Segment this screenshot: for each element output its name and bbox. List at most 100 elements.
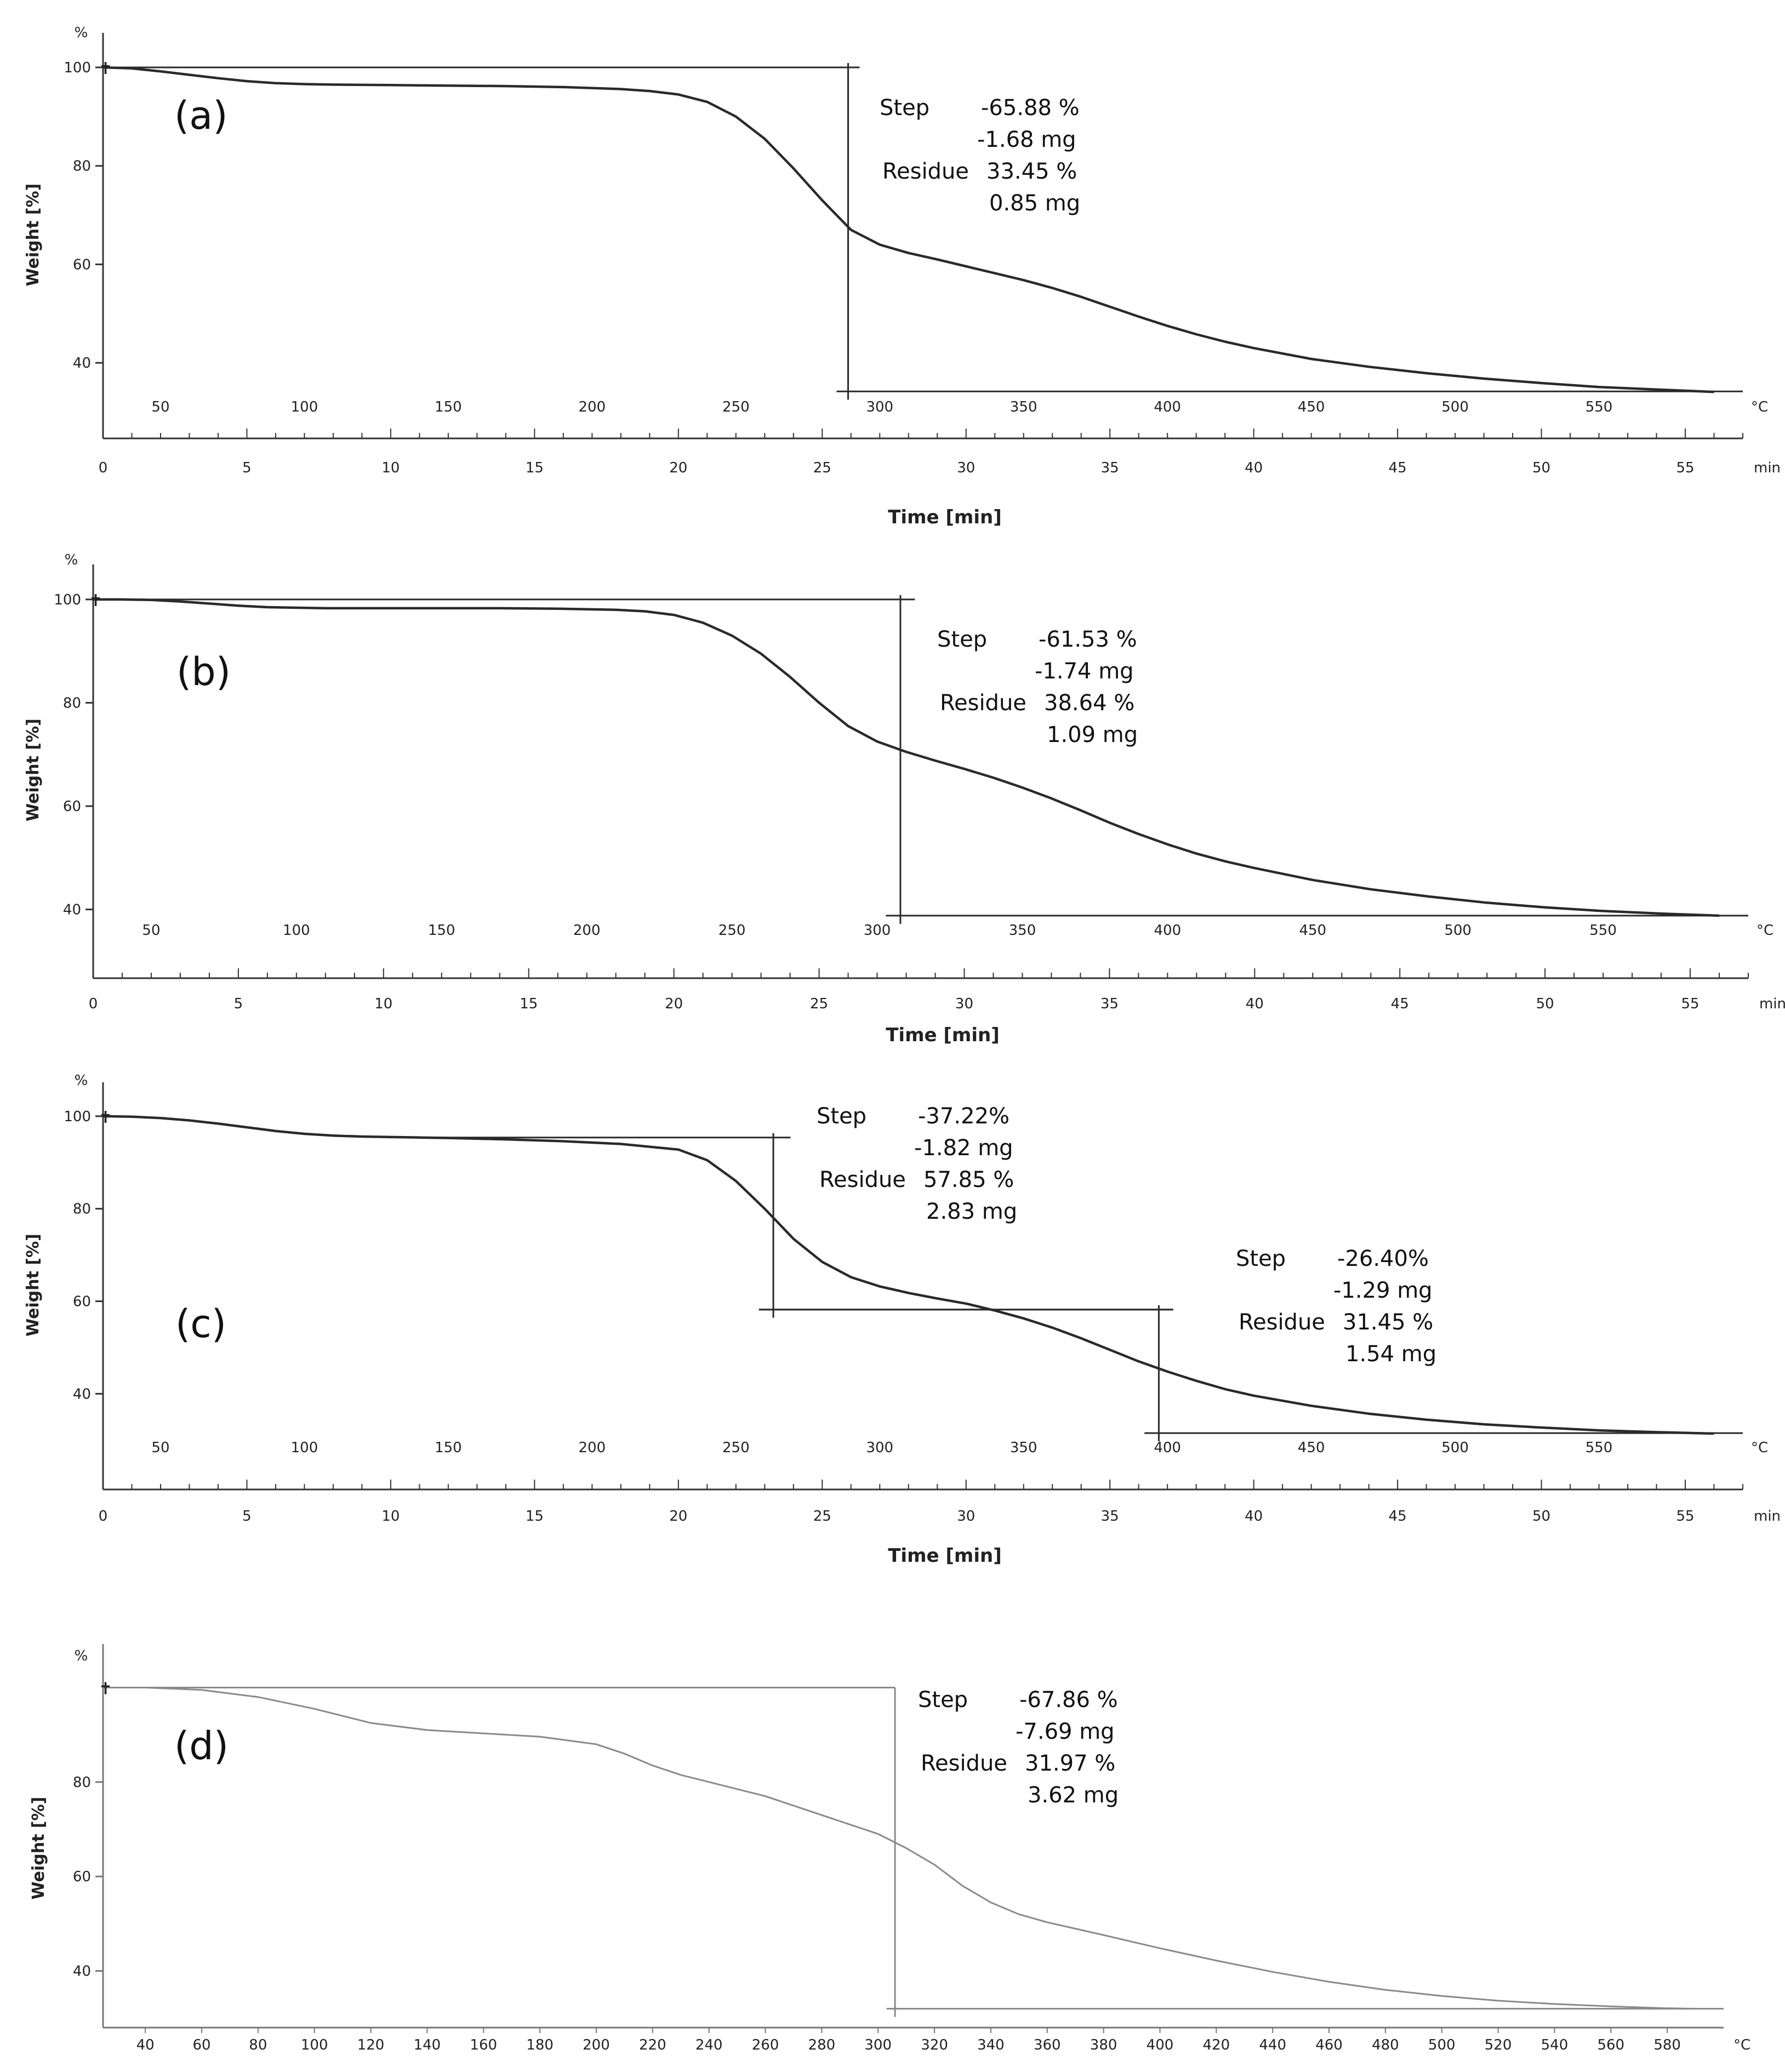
temperature-tick-label: 150 [435,399,462,415]
temperature-tick-label: 100 [291,1440,318,1456]
y-tick-label: 40 [63,902,81,918]
tga-panel-b: 40 60 80 100% Weight [%] 0 5 10 15 20 25 30 35 40 45 50… [0,526,1785,1047]
x-tick-label: 180 [526,2037,554,2053]
x-tick-label: 10 [381,1508,400,1525]
y-tick-label: 40 [73,355,91,372]
temperature-tick-label: 200 [579,1440,606,1456]
x-axis-title: Time [min] [888,1545,1002,1567]
x-tick-label: 5 [242,460,252,476]
y-axis-title: Weight [%] [24,718,43,821]
y-tick-label: 100 [64,60,91,76]
y-tick-label: 80 [73,1201,91,1218]
x-tick-label: 30 [957,1508,975,1525]
step-mass: -1.74 mg [1035,659,1134,684]
x-tick-label: 420 [1203,2037,1230,2053]
residue-percent: 33.45 % [986,159,1077,184]
residue-percent: 31.97 % [1025,1751,1115,1776]
temperature-tick-label: 500 [1441,1440,1469,1456]
temperature-tick-label: 350 [1010,1440,1037,1456]
temperature-tick-label: 450 [1299,922,1326,939]
y-unit-label: % [75,1648,88,1664]
y-unit-label: % [75,25,88,41]
step-mass: -7.69 mg [1016,1719,1115,1744]
temperature-tick-label: 250 [722,1440,750,1456]
tga-chart-d: 40 60 80% Weight [%] 40 60 80 100 120 140 160 180 20… [29,1644,1750,2053]
x-tick-label: 5 [234,996,243,1012]
y-tick-label: 100 [54,592,81,608]
x-axis-title: Time [min] [886,1024,1000,1046]
x-tick-label: 50 [1536,996,1554,1012]
residue-percent: 38.64 % [1044,690,1134,716]
residue-mass: 0.85 mg [989,191,1080,216]
temperature-tick-label: 450 [1298,1440,1325,1456]
x-tick-label: 5 [242,1508,252,1525]
x-tick-label: 10 [381,460,400,476]
y-tick-label: 40 [73,1963,91,1980]
x-unit-label: min [1754,460,1781,476]
temperature-tick-label: 450 [1298,399,1325,415]
x-tick-label: 160 [470,2037,497,2053]
x-tick-label: 25 [813,460,831,476]
y-tick-label: 80 [73,1774,91,1791]
temperature-tick-label: 250 [718,922,746,939]
x-tick-label: 0 [99,1508,108,1525]
tga-panel-c: 40 60 80 100% Weight [%] 0 5 10 15 20 25 30 35 40 45 50… [0,1047,1785,1567]
residue-label: Residue [921,1751,1007,1776]
y-tick-label: 80 [63,695,81,711]
y-tick-label: 40 [73,1386,91,1402]
temperature-tick-label: 200 [579,399,606,415]
step-percent: -37.22% [918,1104,1010,1129]
temperature-unit-label: °C [1757,922,1773,939]
panel-label: (a) [174,93,228,138]
x-tick-label: 40 [136,2037,155,2053]
panel-label: (c) [175,1302,226,1346]
y-tick-label: 60 [73,1869,91,1885]
x-tick-label: 80 [249,2037,267,2053]
x-tick-label: 25 [810,996,828,1012]
residue-label: Residue [819,1167,906,1192]
step-percent: -61.53 % [1039,627,1137,652]
temperature-tick-label: 300 [866,399,893,415]
x-tick-label: 540 [1541,2037,1569,2053]
temperature-tick-label: 300 [866,1440,893,1456]
x-tick-label: 240 [695,2037,723,2053]
panel-label: (d) [174,1723,229,1768]
temperature-tick-label: 350 [1009,922,1036,939]
temperature-tick-label: 400 [1154,1440,1181,1456]
tga-weight-curve [102,1115,1714,1435]
x-tick-label: 45 [1389,460,1407,476]
y-tick-label: 100 [64,1109,91,1125]
x-tick-label: 55 [1681,996,1699,1012]
tga-chart-c: 40 60 80 100% Weight [%] 0 5 10 15 20 25 30 35 40 45 50… [24,1072,1781,1567]
x-tick-label: 460 [1315,2037,1343,2053]
x-tick-label: 15 [520,996,538,1012]
x-tick-label: 560 [1597,2037,1624,2053]
residue-label: Residue [940,690,1026,716]
panel-label: (b) [176,649,231,694]
x-tick-label: 340 [977,2037,1005,2053]
x-unit-label: min [1759,996,1785,1012]
x-tick-label: 50 [1532,460,1550,476]
x-tick-label: 120 [357,2037,385,2053]
x-tick-label: 15 [526,1508,544,1525]
step-label: Step [880,95,929,121]
temperature-tick-label: 400 [1154,399,1181,415]
y-tick-label: 60 [73,256,91,273]
x-axis-title: Time [min] [888,506,1002,526]
step-label: Step [1236,1246,1286,1271]
temperature-tick-label: 200 [573,922,601,939]
x-tick-label: 260 [752,2037,779,2053]
temperature-unit-label: °C [1751,1440,1768,1456]
temperature-tick-label: 100 [291,399,318,415]
x-tick-label: 200 [583,2037,610,2053]
start-marker: ✝ [99,1679,112,1698]
x-tick-label: 400 [1147,2037,1174,2053]
step-label: Step [918,1687,968,1713]
x-tick-label: 40 [1246,996,1264,1012]
tga-panel-d: 40 60 80% Weight [%] 40 60 80 100 120 140 160 180 20… [0,1622,1785,2072]
x-tick-label: 380 [1090,2037,1117,2053]
residue-percent: 57.85 % [923,1167,1014,1192]
x-tick-label: 20 [665,996,683,1012]
start-marker: ✝ [99,59,112,78]
residue-mass: 1.54 mg [1345,1342,1436,1367]
